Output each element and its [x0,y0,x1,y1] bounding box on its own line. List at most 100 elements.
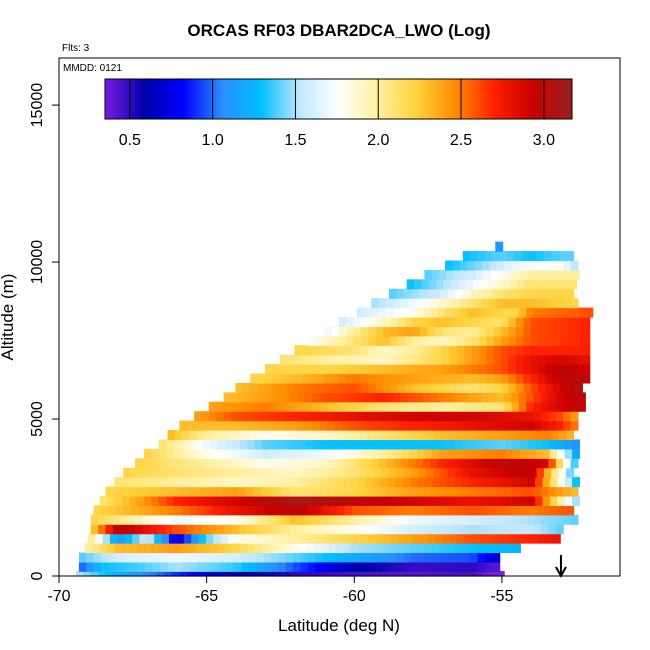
heatmap-cell [527,477,536,488]
heatmap-cell [304,486,313,497]
heatmap-cell [545,317,554,328]
heatmap-cell [368,335,377,346]
heatmap-cell [396,552,405,563]
heatmap-cell [338,354,347,365]
heatmap-cell [272,373,281,384]
heatmap-cell [396,505,405,516]
heatmap-cell [402,495,411,506]
heatmap-cell [471,382,480,393]
heatmap-cell [508,317,517,328]
heatmap-cell [424,543,433,554]
heatmap-cell [219,467,228,478]
heatmap-cell [505,495,514,506]
heatmap-cell [287,354,296,365]
heatmap-cell [359,552,368,563]
heatmap-cell [489,307,498,318]
heatmap-cell [470,430,479,441]
heatmap-cell [356,458,365,469]
heatmap-cell [329,430,338,441]
heatmap-cell [511,392,520,403]
heatmap-cell [409,477,418,488]
heatmap-cell [239,439,248,450]
heatmap-cell [129,477,138,488]
heatmap-cell [386,486,394,497]
heatmap-cell [549,495,558,506]
heatmap-cell [505,543,514,554]
heatmap-cell [555,307,564,318]
heatmap-cell [521,288,530,299]
heatmap-cell [409,439,418,450]
heatmap-cell [582,345,591,356]
heatmap-cell [484,251,493,262]
heatmap-cell [459,514,468,525]
heatmap-cell [430,570,439,577]
heatmap-cell [247,477,256,488]
heatmap-cell [408,298,417,309]
colorbar-tick-label: 1.5 [284,132,306,149]
heatmap-cell [341,514,350,525]
heatmap-cell [350,477,359,488]
heatmap-cell [194,420,203,431]
heatmap-cell [453,269,462,280]
heatmap-cell [312,420,321,431]
heatmap-cell [507,430,516,441]
heatmap-cell [356,392,365,403]
heatmap-cell [495,279,504,290]
heatmap-cell [343,477,352,488]
heatmap-cell [446,439,455,450]
heatmap-cell [486,354,495,365]
heatmap-cell [321,543,330,554]
heatmap-cell [306,543,315,554]
heatmap-cell [549,477,558,488]
heatmap-cell [326,392,335,403]
heatmap-cell [360,354,369,365]
heatmap-cell [493,364,502,375]
heatmap-cell [442,382,451,393]
heatmap-cell [383,373,392,384]
heatmap-cell [518,420,527,431]
heatmap-cell [171,458,180,469]
heatmap-cell [406,279,415,290]
heatmap-cell [90,514,99,525]
heatmap-cell [304,514,313,525]
heatmap-cell [479,382,487,393]
heatmap-cell [422,298,431,309]
heatmap-cell [380,439,389,450]
heatmap-cell [164,458,173,469]
heatmap-cell [543,467,552,478]
heatmap-cell [223,458,232,469]
heatmap-cell [383,354,392,365]
heatmap-cell [403,288,412,299]
heatmap-cell [474,570,483,577]
heatmap-cell [459,392,468,403]
heatmap-cell [298,439,307,450]
heatmap-cell [507,251,516,262]
heatmap-cell [487,279,496,290]
heatmap-cell [536,288,545,299]
heatmap-cell [137,561,146,572]
heatmap-cell [127,524,136,535]
heatmap-cell [300,467,309,478]
heatmap-cell [481,420,490,431]
heatmap-cell [179,514,188,525]
heatmap-cell [437,524,446,535]
heatmap-cell [315,467,324,478]
heatmap-cell [233,505,242,516]
heatmap-cell [171,570,180,577]
heatmap-cell [269,543,278,554]
heatmap-cell [338,373,347,384]
heatmap-cell [512,269,521,280]
heatmap-cell [112,570,121,577]
heatmap-cell [106,495,115,506]
heatmap-cell [149,486,158,497]
heatmap-cell [304,420,313,431]
heatmap-cell [261,448,270,459]
heatmap-cell [279,354,288,365]
heatmap-cell [197,505,206,516]
heatmap-cell [381,467,390,478]
heatmap-cell [261,543,270,554]
heatmap-cell [422,420,431,431]
heatmap-cell [300,505,309,516]
heatmap-cell [349,570,358,577]
heatmap-cell [284,448,293,459]
